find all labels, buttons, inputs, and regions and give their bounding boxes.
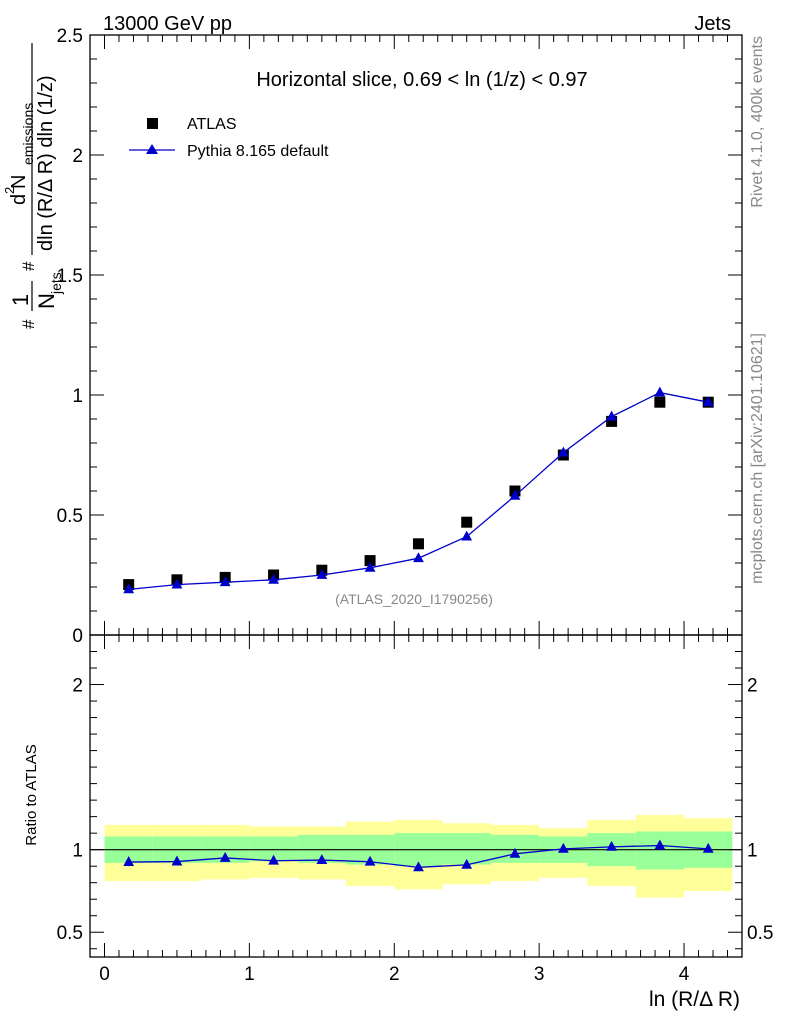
ratio-y-tick-label-right: 0.5 xyxy=(747,923,773,944)
ratio-data-point xyxy=(509,847,521,858)
ylabel-frac2-num-sup: 2 xyxy=(2,187,17,194)
pythia-data-point xyxy=(413,552,424,563)
ylabel-frac2-num-d: d xyxy=(8,194,30,205)
x-tick-label: 4 xyxy=(679,964,690,985)
ratio-y-tick-label-left: 2 xyxy=(72,676,83,697)
mcplots-info: mcplots.cern.ch [arXiv:2401.10621] xyxy=(749,333,766,584)
x-tick-label: 1 xyxy=(244,964,255,985)
ylabel-frac1-den: N xyxy=(34,293,59,309)
ylabel-frac2-num-n: N xyxy=(8,175,30,189)
plot-title: Horizontal slice, 0.69 < ln (1/z) < 0.97 xyxy=(256,69,587,91)
main-y-tick-label: 0.5 xyxy=(57,506,83,527)
pythia-data-point xyxy=(268,573,279,584)
ratio-y-tick-label-right: 1 xyxy=(747,841,758,862)
pythia-data-point xyxy=(557,446,569,457)
axes-layer: 0 1 2 3 4 0 0.5 1 1.5 2 2.5 0.5 0.5 1 1 2 2 xyxy=(57,26,774,985)
pythia-data-point xyxy=(219,576,231,587)
ratio-y-tick-label-left: 0.5 xyxy=(57,923,83,944)
ratio-inner-band xyxy=(635,831,685,870)
legend-atlas-marker xyxy=(147,118,158,129)
analysis-watermark: (ATLAS_2020_I1790256) xyxy=(335,591,493,607)
legend-pythia-marker xyxy=(146,144,158,154)
ratio-y-tick-label-right: 2 xyxy=(747,676,758,697)
pythia-data-point xyxy=(123,583,135,594)
atlas-data-point xyxy=(654,396,666,408)
ylabel-frac2-num-sub: emissions xyxy=(20,103,36,165)
ratio-data-point xyxy=(219,851,231,862)
pythia-data-point xyxy=(509,489,521,500)
x-tick-label: 0 xyxy=(99,964,110,985)
ratio-data-point xyxy=(123,856,135,866)
beam-label: 13000 GeV pp xyxy=(103,13,232,35)
process-label: Jets xyxy=(694,13,731,35)
ratio-y-label: Ratio to ATLAS xyxy=(23,744,40,845)
ylabel-hash-1: # xyxy=(19,319,38,329)
pythia-data-point xyxy=(606,410,617,421)
ratio-data-point xyxy=(461,858,473,869)
ratio-data-point xyxy=(268,854,279,865)
pythia-data-point xyxy=(316,569,328,579)
pythia-data-point xyxy=(364,561,376,572)
atlas-data-point xyxy=(606,415,618,427)
legend-atlas-label: ATLAS xyxy=(187,116,237,133)
ratio-y-tick-label-left: 1 xyxy=(72,841,83,862)
ratio-data-point xyxy=(606,840,617,851)
atlas-data-point xyxy=(364,555,376,567)
ylabel-hash-2: # xyxy=(19,261,38,271)
x-tick-label: 2 xyxy=(389,964,400,985)
x-tick-label: 3 xyxy=(534,964,545,985)
main-y-tick-label: 1 xyxy=(72,386,83,407)
ratio-data-point xyxy=(413,861,424,872)
main-y-tick-label: 1.5 xyxy=(57,266,83,287)
ratio-uncertainty-bands xyxy=(90,814,742,898)
rivet-info: Rivet 4.1.0, 400k events xyxy=(749,36,766,208)
main-series-layer xyxy=(123,386,714,594)
ratio-plot-frame xyxy=(89,634,743,958)
x-axis-label: ln (R/Δ R) xyxy=(649,988,740,1011)
ylabel-frac2-den: dln (R/Δ R) dln (1/z) xyxy=(35,75,57,251)
ratio-data-point xyxy=(364,855,376,866)
ratio-data-point xyxy=(654,839,666,850)
ylabel-frac1-den-sub: jets xyxy=(48,272,64,295)
ratio-data-point xyxy=(702,842,714,853)
main-y-label: # 1 N jets # d 2 N emissions dln (R/Δ R)… xyxy=(2,43,64,329)
legend-pythia-label: Pythia 8.165 default xyxy=(187,143,329,160)
atlas-data-point xyxy=(412,538,424,550)
ratio-data-point xyxy=(171,855,183,866)
pythia-data-point xyxy=(171,578,183,589)
main-y-tick-label: 2.5 xyxy=(57,26,83,47)
ylabel-frac1-num: 1 xyxy=(8,294,33,306)
pythia-data-point xyxy=(654,386,666,397)
pythia-data-point xyxy=(702,396,714,407)
ratio-data-point xyxy=(316,854,328,864)
pythia-data-point xyxy=(461,530,473,541)
ratio-data-point xyxy=(557,842,569,853)
main-y-tick-label: 2 xyxy=(72,146,83,167)
ratio-series-layer xyxy=(123,839,714,872)
legend: ATLAS Pythia 8.165 default xyxy=(129,116,329,160)
atlas-data-point xyxy=(461,516,473,528)
main-y-tick-label: 0 xyxy=(72,626,83,647)
